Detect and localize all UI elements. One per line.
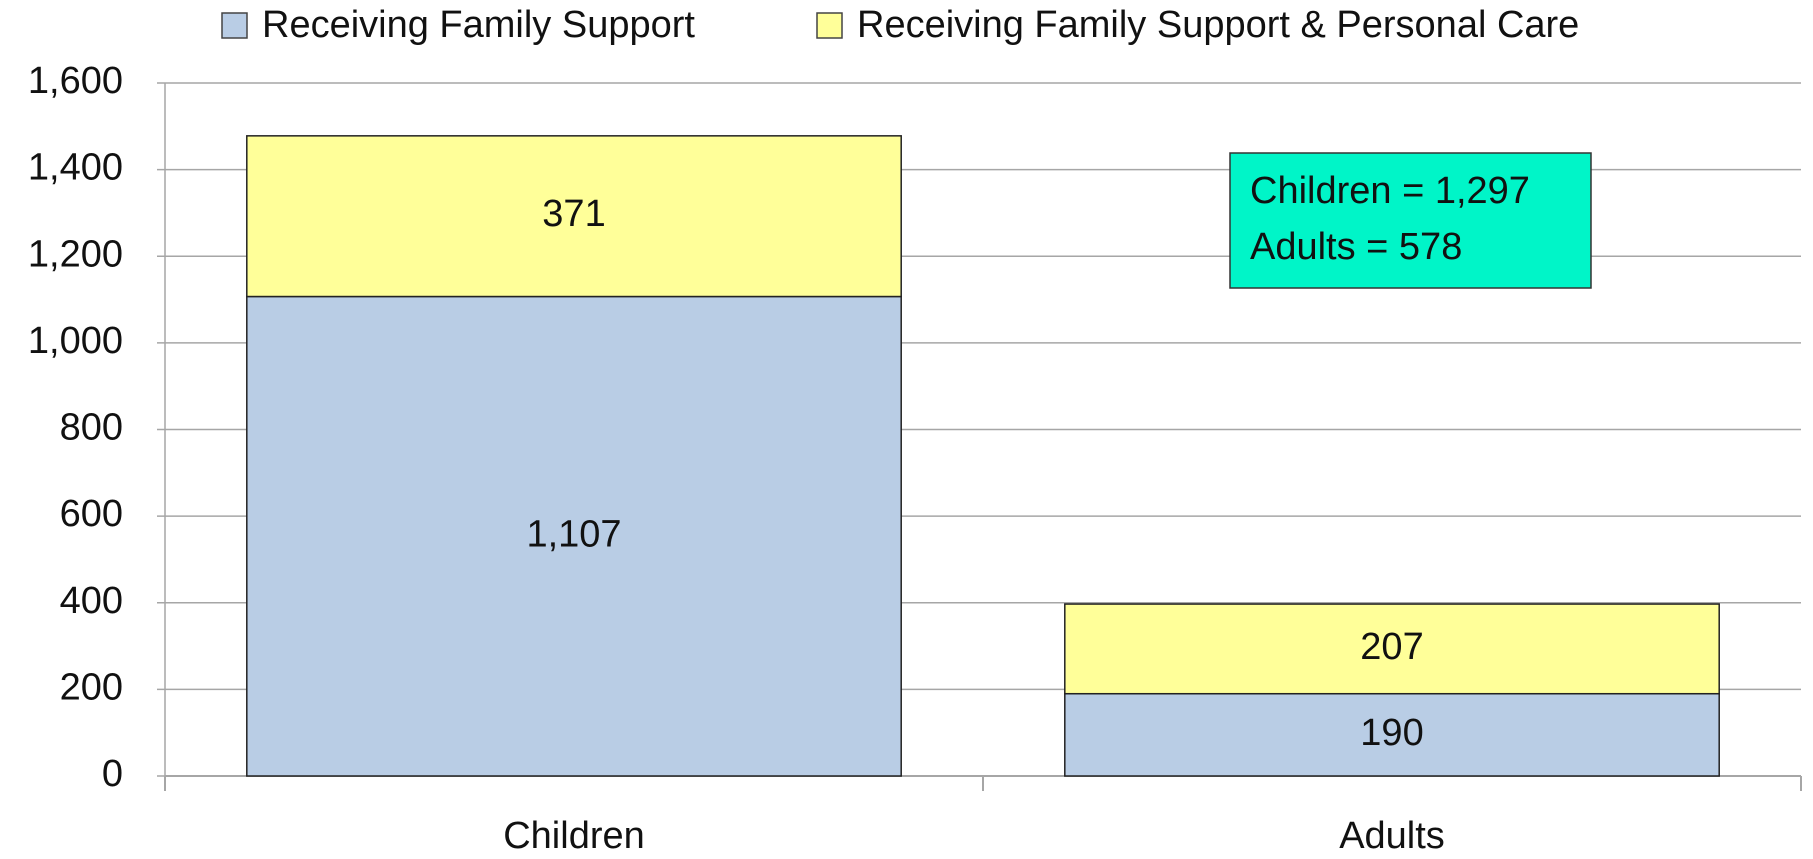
annotation-text: Children = 1,297: [1250, 170, 1530, 212]
y-tick-label: 1,000: [28, 320, 123, 362]
y-tick-label: 800: [60, 407, 123, 449]
data-label: 190: [1360, 712, 1423, 754]
y-tick-label: 200: [60, 666, 123, 708]
annotation-text: Adults = 578: [1250, 226, 1462, 268]
y-tick-label: 0: [102, 753, 123, 795]
bar-segment: [1064, 603, 1720, 695]
y-tick-label: 1,200: [28, 233, 123, 275]
annotation-box: [1229, 152, 1592, 289]
data-label: 207: [1360, 626, 1423, 668]
data-label: 1,107: [526, 513, 621, 555]
legend-label: Receiving Family Support & Personal Care: [857, 4, 1579, 46]
x-tick-label: Children: [503, 815, 645, 857]
bar-segment: [1064, 692, 1720, 777]
y-tick-label: 1,600: [28, 60, 123, 102]
legend-swatch: [221, 12, 248, 39]
y-tick-label: 1,400: [28, 147, 123, 189]
y-tick-label: 600: [60, 493, 123, 535]
bar-segment: [246, 295, 902, 777]
bar-segment: [246, 135, 902, 298]
y-tick-label: 400: [60, 580, 123, 622]
x-tick-label: Adults: [1339, 815, 1445, 857]
data-label: 371: [542, 193, 605, 235]
legend-label: Receiving Family Support: [262, 4, 695, 46]
legend-swatch: [816, 12, 843, 39]
